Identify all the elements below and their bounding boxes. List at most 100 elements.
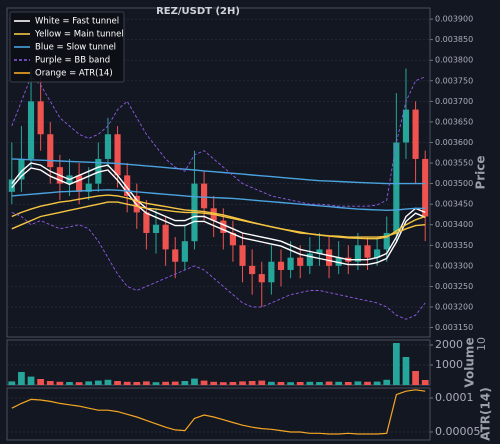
y-tick-label: 0.003300 xyxy=(435,261,473,270)
y-tick-label: 0.003800 xyxy=(435,56,473,65)
y-tick-label: 0.003500 xyxy=(435,179,473,188)
volume-bar xyxy=(191,378,198,385)
volume-bar xyxy=(46,381,54,385)
overlay-line xyxy=(11,201,426,238)
y-tick-label: 0.003450 xyxy=(435,200,473,209)
atr-line xyxy=(11,389,426,435)
y-tick-label: 1000 xyxy=(435,358,463,371)
candle-body xyxy=(383,232,390,250)
y-tick-label: 0.0001 xyxy=(435,391,474,404)
candle-body xyxy=(422,158,429,217)
volume-bar xyxy=(248,381,256,385)
candle-body xyxy=(277,261,285,270)
volume-bar xyxy=(85,381,93,385)
volume-bar xyxy=(306,381,314,385)
volume-bar xyxy=(287,382,294,385)
candle-body xyxy=(268,261,275,283)
y-axis-label: Price xyxy=(474,155,488,189)
overlay-line xyxy=(11,211,426,320)
volume-bar xyxy=(123,381,131,385)
candle-body xyxy=(114,134,121,176)
y-tick-label: 0.003650 xyxy=(435,117,473,126)
candle-body xyxy=(104,134,112,159)
overlay-line xyxy=(11,75,426,207)
candle-body xyxy=(364,245,371,258)
y-tick-label: 0.003850 xyxy=(435,35,473,44)
y-tick-label: 0.003600 xyxy=(435,138,473,147)
offset-text: 10 xyxy=(475,337,488,351)
legend-label: White = Fast tunnel xyxy=(35,17,119,27)
volume-bar xyxy=(373,381,381,385)
volume-bar xyxy=(354,381,362,385)
candle-body xyxy=(181,241,188,262)
y-tick-label: 2000 xyxy=(435,338,463,351)
volume-bar xyxy=(66,382,73,385)
volume-bar xyxy=(200,380,208,385)
legend-label: Yellow = Main tunnel xyxy=(34,30,124,40)
volume-bar xyxy=(268,381,275,385)
y-tick-label: 0.003150 xyxy=(435,323,473,332)
panel xyxy=(6,387,431,441)
y-tick-label: 0.00005 xyxy=(435,425,481,438)
candle-body xyxy=(95,158,102,184)
y-axis-label: ATR(14) xyxy=(479,387,493,440)
candle-body xyxy=(37,101,44,135)
overlay-line xyxy=(11,194,426,240)
candle-body xyxy=(172,249,179,262)
overlay-line xyxy=(11,162,426,261)
candle-body xyxy=(220,220,227,233)
volume-bar xyxy=(364,381,371,385)
legend-label: Blue = Slow tunnel xyxy=(35,43,116,53)
volume-bar xyxy=(412,371,419,385)
volume-bar xyxy=(75,382,83,385)
candle-body xyxy=(354,245,361,262)
volume-bar xyxy=(152,382,160,385)
candle-body xyxy=(393,142,400,233)
volume-bar xyxy=(258,380,266,385)
candle-body xyxy=(47,134,54,168)
candle-body xyxy=(18,158,25,180)
y-tick-label: 0.003400 xyxy=(435,220,473,229)
legend-box xyxy=(9,11,125,83)
volume-bar xyxy=(27,376,35,385)
candle-body xyxy=(162,224,169,250)
candle-body xyxy=(249,265,256,275)
volume-bar xyxy=(162,381,169,385)
volume-bar xyxy=(94,380,102,385)
volume-bar xyxy=(210,381,218,385)
volume-bar xyxy=(316,382,323,385)
candle-body xyxy=(143,212,150,233)
candle-body xyxy=(325,249,333,266)
volume-bar xyxy=(229,382,237,385)
candle-body xyxy=(287,257,294,270)
chart-title: REZ/USDT (2H) xyxy=(156,6,240,17)
candle-body xyxy=(335,257,342,266)
candle-body xyxy=(152,224,160,233)
volume-bar xyxy=(133,382,141,385)
volume-bar xyxy=(402,357,410,385)
volume-bar xyxy=(18,372,25,385)
candle-body xyxy=(306,253,313,266)
candle-body xyxy=(201,183,208,209)
panel xyxy=(6,339,431,386)
candle-body xyxy=(297,257,304,266)
y-tick-label: 0.003900 xyxy=(435,15,473,24)
volume-bar xyxy=(37,379,45,385)
candle-body xyxy=(124,175,131,196)
overlay-line xyxy=(11,158,426,185)
candle-body xyxy=(316,249,323,254)
candle-body xyxy=(229,232,236,246)
y-tick-label: 0.003250 xyxy=(435,282,473,291)
volume-bar xyxy=(296,382,304,385)
y-axis-label: Volume xyxy=(463,337,477,387)
candle-body xyxy=(239,245,246,266)
candle-body xyxy=(27,101,35,159)
volume-bar xyxy=(171,381,179,385)
volume-bar xyxy=(392,343,400,385)
y-tick-label: 0.003350 xyxy=(435,241,473,250)
volume-bar xyxy=(8,381,16,385)
volume-bar xyxy=(335,381,343,385)
legend-label: Orange = ATR(14) xyxy=(35,69,113,79)
volume-bar xyxy=(277,382,285,385)
